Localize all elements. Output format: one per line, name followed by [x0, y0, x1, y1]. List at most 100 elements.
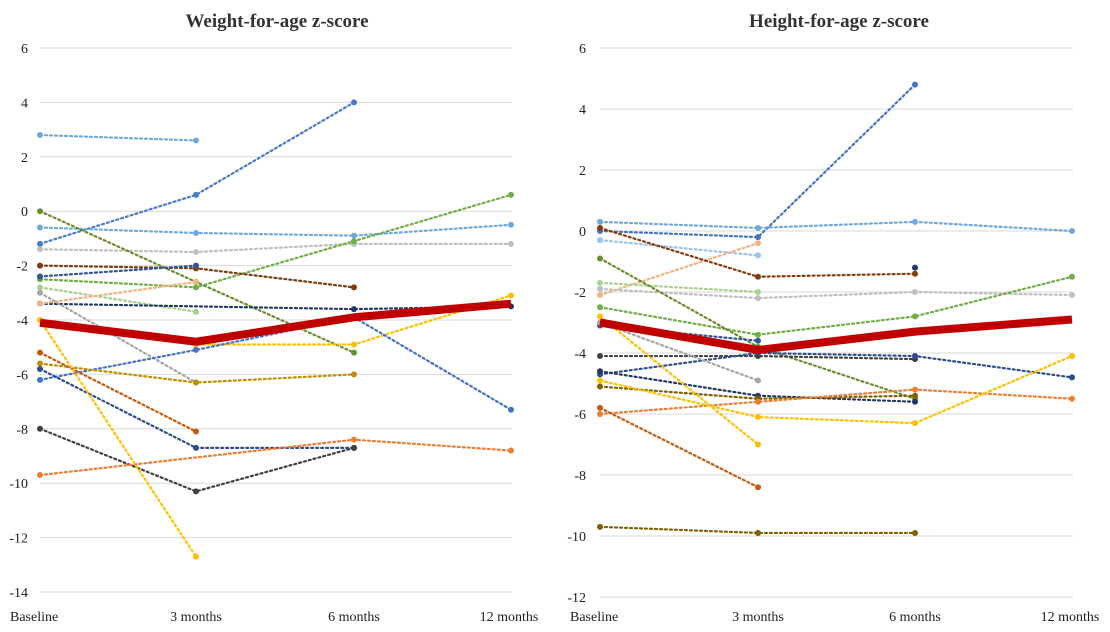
data-point [37, 360, 43, 367]
x-tick-label: Baseline [10, 610, 58, 625]
y-tick-label: -12 [9, 532, 28, 547]
data-point [597, 383, 603, 390]
participant-series [37, 262, 199, 280]
data-point [1069, 353, 1075, 360]
data-point [351, 306, 357, 313]
participant-series [37, 99, 357, 247]
data-point [755, 224, 761, 231]
mean-series [39, 299, 512, 346]
participant-series [597, 218, 1075, 234]
data-point [755, 289, 761, 295]
data-point [1069, 374, 1075, 381]
participant-series [597, 279, 761, 295]
data-point [508, 406, 514, 413]
data-point [193, 137, 199, 144]
data-point [912, 264, 918, 271]
series-line [38, 351, 198, 433]
x-tick-label: 12 months [480, 610, 539, 625]
data-point [37, 208, 43, 215]
series-line [38, 291, 198, 384]
mean-series [599, 315, 1073, 354]
data-point [755, 331, 761, 338]
y-tick-label: 6 [21, 42, 28, 57]
participant-series [37, 278, 199, 307]
data-point [755, 295, 761, 302]
data-point [37, 289, 43, 296]
data-point [193, 284, 199, 291]
y-tick-label: -14 [9, 586, 28, 601]
y-tick-label: -8 [16, 423, 28, 438]
data-point [597, 237, 603, 244]
mean-series-line [39, 299, 512, 346]
data-point [37, 376, 43, 383]
data-point [193, 553, 199, 560]
participant-series [37, 436, 514, 479]
data-point [193, 379, 199, 386]
data-point [351, 238, 357, 245]
series-line [598, 281, 760, 294]
participant-series [37, 360, 357, 386]
data-point [1069, 292, 1075, 299]
data-point [597, 377, 603, 384]
data-point [351, 284, 357, 291]
data-point [37, 300, 43, 307]
y-tick-label: 2 [579, 164, 586, 179]
participant-series [912, 264, 918, 271]
series-line [598, 388, 1074, 416]
data-point [193, 278, 199, 285]
y-tick-label: -10 [567, 530, 586, 545]
data-point [755, 240, 761, 247]
chart-title: Weight-for-age z-score [185, 11, 368, 32]
series-line [38, 242, 513, 254]
data-point [597, 285, 603, 292]
y-tick-label: -8 [574, 469, 586, 484]
data-point [755, 484, 761, 491]
series-line [598, 220, 1074, 233]
data-point [508, 447, 514, 454]
data-point [597, 404, 603, 411]
series-line [38, 264, 198, 278]
data-point [193, 191, 199, 198]
x-tick-label: 3 months [170, 610, 222, 625]
series-line [38, 286, 198, 313]
participant-series [597, 285, 1075, 302]
series-line [598, 321, 760, 382]
y-tick-label: -4 [574, 347, 586, 362]
data-point [912, 529, 918, 536]
series-line [598, 315, 760, 446]
participant-series [597, 386, 1075, 417]
y-tick-label: -2 [16, 260, 28, 275]
participant-series [597, 81, 918, 241]
data-point [597, 279, 603, 286]
y-tick-label: -12 [567, 591, 586, 606]
data-point [912, 398, 918, 405]
data-point [597, 353, 603, 360]
mean-series-line [599, 315, 1073, 354]
height-for-age-panel: Height-for-age z-score 6 4 2 0 -2 -4 -6 -8 -10 -1… [567, 11, 1099, 625]
series-line [598, 83, 917, 239]
participant-series [37, 425, 357, 495]
data-point [37, 472, 43, 479]
data-point [351, 444, 357, 451]
y-tick-label: 0 [579, 225, 586, 240]
series-line [598, 351, 1074, 379]
y-tick-label: -10 [9, 477, 28, 492]
series-line [38, 101, 356, 245]
data-point [597, 313, 603, 320]
series-line [38, 427, 356, 493]
data-point [37, 425, 43, 432]
data-point [597, 224, 603, 231]
data-point [351, 371, 357, 378]
series-line [598, 239, 760, 257]
y-tick-label: -6 [574, 408, 586, 423]
gridlines [600, 47, 1073, 598]
data-point [351, 341, 357, 348]
data-point [193, 249, 199, 255]
series-line [38, 223, 513, 237]
y-tick-label: 2 [21, 151, 28, 166]
participant-series [37, 365, 357, 451]
data-point [37, 240, 43, 247]
data-point [37, 284, 43, 291]
series-line [598, 385, 917, 400]
data-point [508, 240, 514, 247]
